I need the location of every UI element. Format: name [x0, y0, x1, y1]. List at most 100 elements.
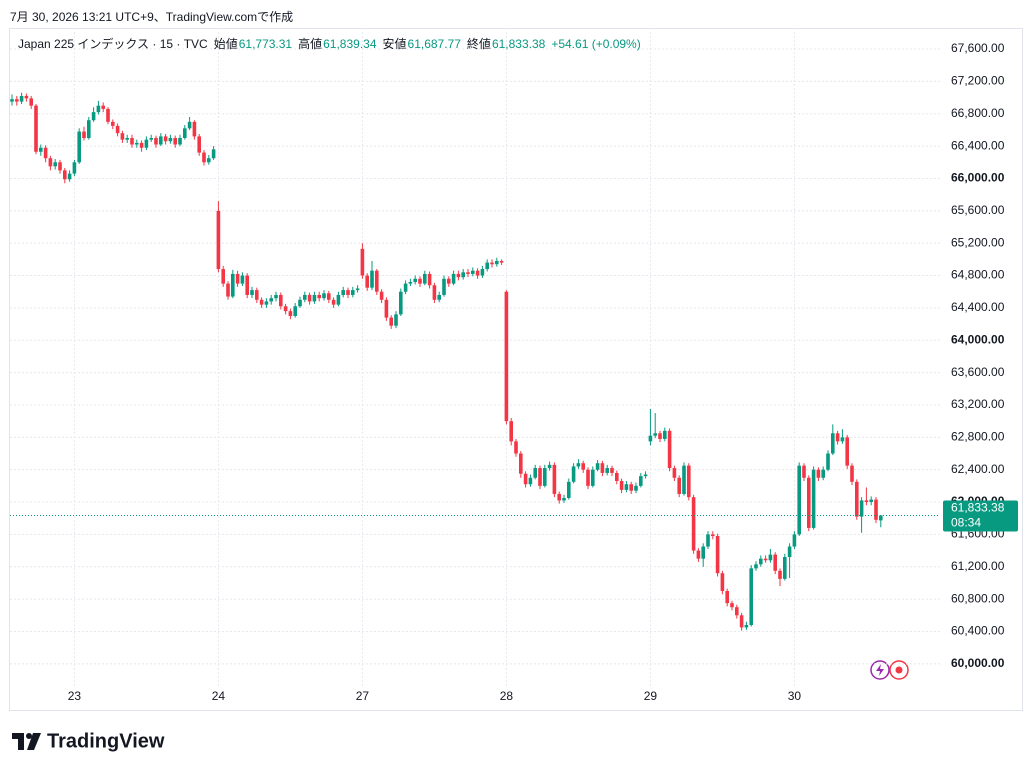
candle-body [667, 430, 672, 469]
candle-body [763, 558, 768, 561]
candle-body [82, 131, 86, 139]
candle-body [499, 260, 504, 263]
change-value: +54.61 (+0.09%) [551, 37, 641, 51]
candle-body [235, 273, 240, 284]
symbol[interactable]: Japan 225 インデックス · 15 · TVC [18, 37, 208, 51]
candle-body [663, 430, 667, 439]
candle-body [490, 262, 494, 265]
candle-body [168, 138, 173, 142]
candle-body [111, 121, 115, 126]
candle-body [408, 282, 413, 284]
candle-body [279, 294, 283, 307]
candle-body [850, 465, 854, 482]
y-tick-label: 66,000.00 [951, 171, 1005, 185]
x-tick-label: 28 [500, 689, 514, 703]
candle-body [735, 607, 739, 616]
candle-body [749, 568, 753, 625]
candle-body [365, 275, 369, 288]
candle-body [250, 290, 254, 295]
icon-lightning-bolt [876, 664, 884, 676]
candle-body [514, 441, 518, 454]
candle-body [509, 421, 513, 442]
y-tick-label: 67,200.00 [951, 74, 1005, 88]
candle-body [375, 270, 379, 292]
candle-body [567, 481, 571, 498]
candle-body [706, 534, 710, 547]
candle-body [629, 484, 633, 491]
candle-body [192, 121, 197, 137]
candle-body [691, 497, 696, 551]
x-tick-label: 27 [356, 689, 370, 703]
candle-body [293, 306, 297, 316]
candle-body [327, 293, 331, 300]
y-tick-label: 62,400.00 [951, 462, 1005, 476]
candle-body [48, 158, 53, 167]
candle-body [67, 173, 72, 180]
candle-body [15, 99, 19, 102]
candle-body [221, 269, 225, 284]
candle-body [634, 485, 638, 491]
candle-body [403, 283, 408, 292]
candle-body [773, 554, 777, 571]
candle-body [226, 283, 230, 297]
candle-body [307, 294, 312, 302]
candle-body [418, 278, 422, 284]
candle-body [672, 468, 677, 478]
candle-body [855, 481, 859, 517]
candle-body [639, 476, 643, 486]
x-tick-label: 30 [788, 689, 802, 703]
candle-body [53, 162, 57, 167]
candle-body [456, 273, 461, 278]
candle-body [864, 500, 869, 503]
candle-body [471, 270, 475, 274]
candle-body [63, 170, 67, 180]
candle-body [754, 564, 758, 569]
candle-body [701, 546, 705, 559]
candle-body [346, 290, 350, 295]
candle-body [336, 294, 341, 305]
candle-body [341, 290, 345, 295]
candle-body [91, 112, 96, 121]
y-tick-label: 66,400.00 [951, 138, 1005, 152]
candle-body [183, 128, 187, 139]
candle-body [144, 139, 149, 148]
candle-body [523, 473, 528, 485]
y-tick-label: 63,200.00 [951, 397, 1005, 411]
y-tick-label: 64,800.00 [951, 268, 1005, 282]
candle-body [389, 317, 393, 326]
candle-body [720, 573, 725, 592]
candle-body [816, 469, 821, 478]
candle-body [269, 298, 273, 302]
candle-body [792, 534, 797, 547]
candle-body [442, 278, 446, 295]
candle-body [10, 99, 14, 102]
x-tick-label: 29 [644, 689, 658, 703]
alert-icons[interactable] [870, 660, 909, 680]
logo-text: TradingView [47, 730, 165, 752]
candle-body [562, 497, 566, 501]
candle-body [744, 624, 749, 628]
candle-body [178, 138, 182, 145]
candle-body [173, 138, 177, 145]
candle-body [43, 147, 48, 159]
low-label: 安値 [382, 37, 407, 51]
candle-body [783, 557, 787, 579]
logo-slash [27, 733, 41, 750]
logo-mark [12, 733, 24, 750]
last-price-label: 61,833.38 [951, 501, 1005, 515]
high-label: 高値 [298, 37, 323, 51]
y-tick-label: 61,200.00 [951, 559, 1005, 573]
candle-body [605, 468, 609, 473]
candle-body [759, 558, 763, 565]
candle-body [317, 294, 321, 299]
candle-body [730, 603, 734, 608]
candle-body [399, 291, 403, 315]
candle-body [519, 453, 523, 474]
candle-body [125, 138, 129, 140]
candle-body [821, 469, 825, 478]
candle-body [331, 299, 336, 305]
candle-body [807, 477, 811, 528]
candle-body [139, 142, 144, 148]
